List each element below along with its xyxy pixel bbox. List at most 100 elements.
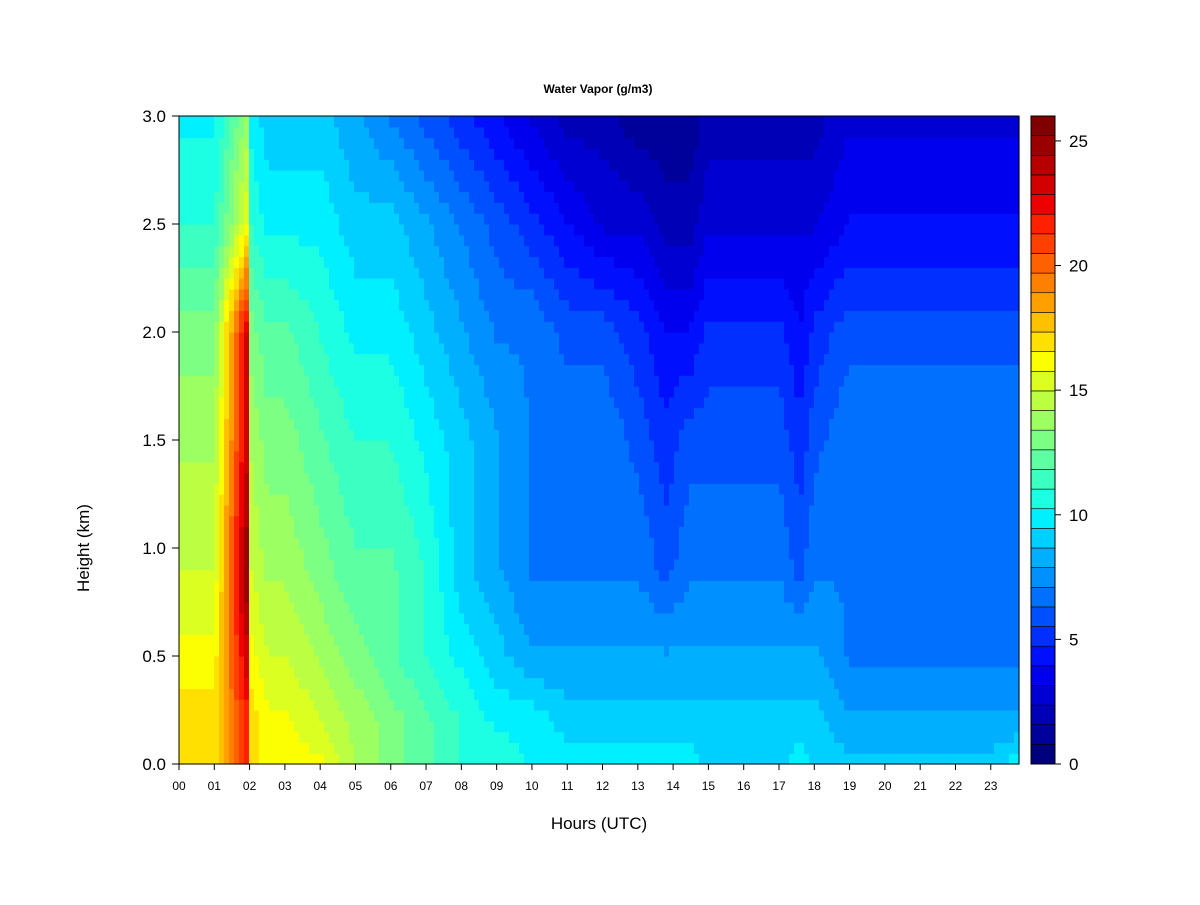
- heatmap-cell: [534, 148, 540, 160]
- heatmap-cell: [484, 450, 490, 463]
- heatmap-cell: [469, 429, 475, 441]
- heatmap-cell: [339, 245, 345, 257]
- heatmap-cell: [204, 569, 210, 581]
- heatmap-cell: [569, 515, 575, 527]
- heatmap-cell: [479, 364, 485, 376]
- heatmap-cell: [494, 526, 500, 538]
- heatmap-cell: [259, 537, 265, 549]
- heatmap-cell: [424, 310, 430, 322]
- heatmap-cell: [429, 407, 435, 419]
- heatmap-cell: [544, 440, 550, 452]
- heatmap-cell: [224, 353, 230, 365]
- heatmap-cell: [349, 656, 355, 668]
- heatmap-cell: [384, 375, 390, 387]
- heatmap-cell: [434, 321, 440, 333]
- heatmap-cell: [534, 245, 540, 257]
- heatmap-cell: [314, 396, 320, 409]
- heatmap-cell: [539, 148, 545, 160]
- heatmap-cell: [239, 645, 245, 657]
- heatmap-cell: [429, 159, 435, 171]
- heatmap-cell: [589, 472, 595, 484]
- heatmap-cell: [454, 353, 460, 365]
- heatmap-cell: [279, 224, 285, 236]
- heatmap-cell: [389, 710, 395, 722]
- heatmap-cell: [554, 234, 560, 247]
- heatmap-cell: [404, 213, 410, 225]
- heatmap-cell: [484, 720, 490, 733]
- heatmap-cell: [509, 699, 515, 711]
- heatmap-cell: [499, 332, 505, 344]
- heatmap-cell: [184, 429, 190, 441]
- heatmap-cell: [214, 170, 220, 182]
- heatmap-cell: [534, 753, 540, 765]
- heatmap-cell: [374, 353, 380, 365]
- heatmap-cell: [214, 245, 220, 257]
- heatmap-cell: [469, 202, 475, 214]
- heatmap-cell: [529, 440, 535, 452]
- heatmap-cell: [384, 688, 390, 700]
- heatmap-cell: [419, 612, 425, 625]
- heatmap-cell: [429, 375, 435, 387]
- heatmap-cell: [499, 213, 505, 225]
- heatmap-cell: [434, 213, 440, 225]
- heatmap-cell: [534, 526, 540, 538]
- heatmap-cell: [264, 137, 270, 149]
- heatmap-cell: [534, 623, 540, 635]
- heatmap-cell: [219, 602, 225, 614]
- heatmap-cell: [359, 245, 365, 257]
- heatmap-cell: [404, 461, 410, 473]
- heatmap-cell: [474, 396, 480, 409]
- heatmap-cell: [319, 224, 325, 236]
- heatmap-cell: [469, 753, 475, 765]
- heatmap-cell: [404, 699, 410, 711]
- heatmap-cell: [414, 710, 420, 722]
- heatmap-cell: [579, 180, 585, 193]
- heatmap-cell: [414, 267, 420, 279]
- heatmap-cell: [539, 213, 545, 225]
- heatmap-cell: [489, 731, 495, 743]
- heatmap-cell: [484, 591, 490, 603]
- heatmap-cell: [209, 645, 215, 657]
- heatmap-cell: [414, 677, 420, 689]
- heatmap-cell: [529, 591, 535, 603]
- heatmap-cell: [269, 299, 275, 311]
- heatmap-cell: [304, 342, 310, 355]
- heatmap-cell: [549, 634, 555, 646]
- heatmap-cell: [509, 504, 515, 517]
- heatmap-cell: [424, 731, 430, 743]
- heatmap-cell: [484, 526, 490, 538]
- heatmap-cell: [219, 148, 225, 160]
- heatmap-cell: [394, 483, 400, 495]
- heatmap-cell: [534, 515, 540, 527]
- heatmap-cell: [499, 170, 505, 182]
- heatmap-cell: [364, 353, 370, 365]
- heatmap-cell: [494, 580, 500, 592]
- heatmap-cell: [429, 666, 435, 679]
- heatmap-cell: [514, 677, 520, 689]
- heatmap-cell: [224, 299, 230, 311]
- heatmap-cell: [224, 234, 230, 247]
- heatmap-cell: [584, 688, 590, 700]
- heatmap-cell: [199, 602, 205, 614]
- heatmap-cell: [289, 116, 295, 128]
- heatmap-cell: [574, 666, 580, 679]
- heatmap-cell: [419, 396, 425, 409]
- heatmap-cell: [519, 504, 525, 517]
- heatmap-cell: [269, 288, 275, 301]
- heatmap-cell: [244, 148, 250, 160]
- heatmap-cell: [404, 558, 410, 571]
- heatmap-cell: [579, 634, 585, 646]
- heatmap-cell: [579, 569, 585, 581]
- heatmap-cell: [189, 558, 195, 571]
- heatmap-cell: [434, 623, 440, 635]
- heatmap-cell: [369, 753, 375, 765]
- heatmap-cell: [259, 461, 265, 473]
- heatmap-cell: [424, 386, 430, 398]
- heatmap-cell: [194, 126, 200, 139]
- heatmap-cell: [224, 526, 230, 538]
- heatmap-cell: [219, 699, 225, 711]
- heatmap-cell: [284, 386, 290, 398]
- heatmap-cell: [299, 342, 305, 355]
- heatmap-cell: [574, 321, 580, 333]
- heatmap-cell: [429, 580, 435, 592]
